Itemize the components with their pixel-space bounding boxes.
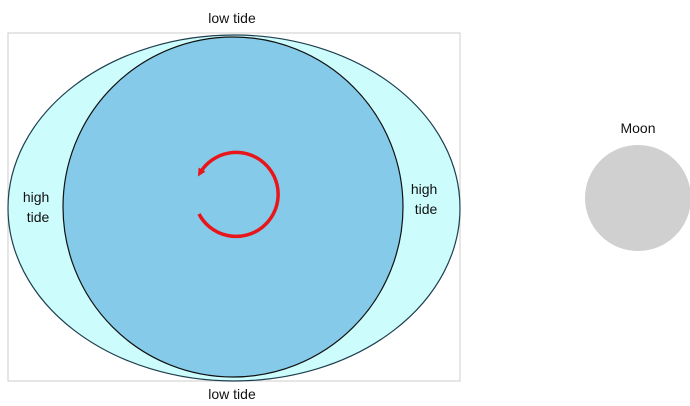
left-label-line: tide: [27, 209, 50, 225]
bottom-label: low tide: [208, 386, 256, 402]
right-label-line: tide: [415, 201, 438, 217]
earth: [63, 37, 403, 377]
page: {"labels": {"top": "low tide", "bottom":…: [0, 0, 690, 406]
moon: [585, 145, 690, 251]
right-label-line: high: [411, 181, 437, 197]
tide-diagram: low tide low tide high tide high tide Mo…: [0, 0, 690, 406]
left-label-line: high: [23, 189, 49, 205]
moon-label: Moon: [620, 120, 655, 136]
top-label: low tide: [208, 10, 256, 26]
